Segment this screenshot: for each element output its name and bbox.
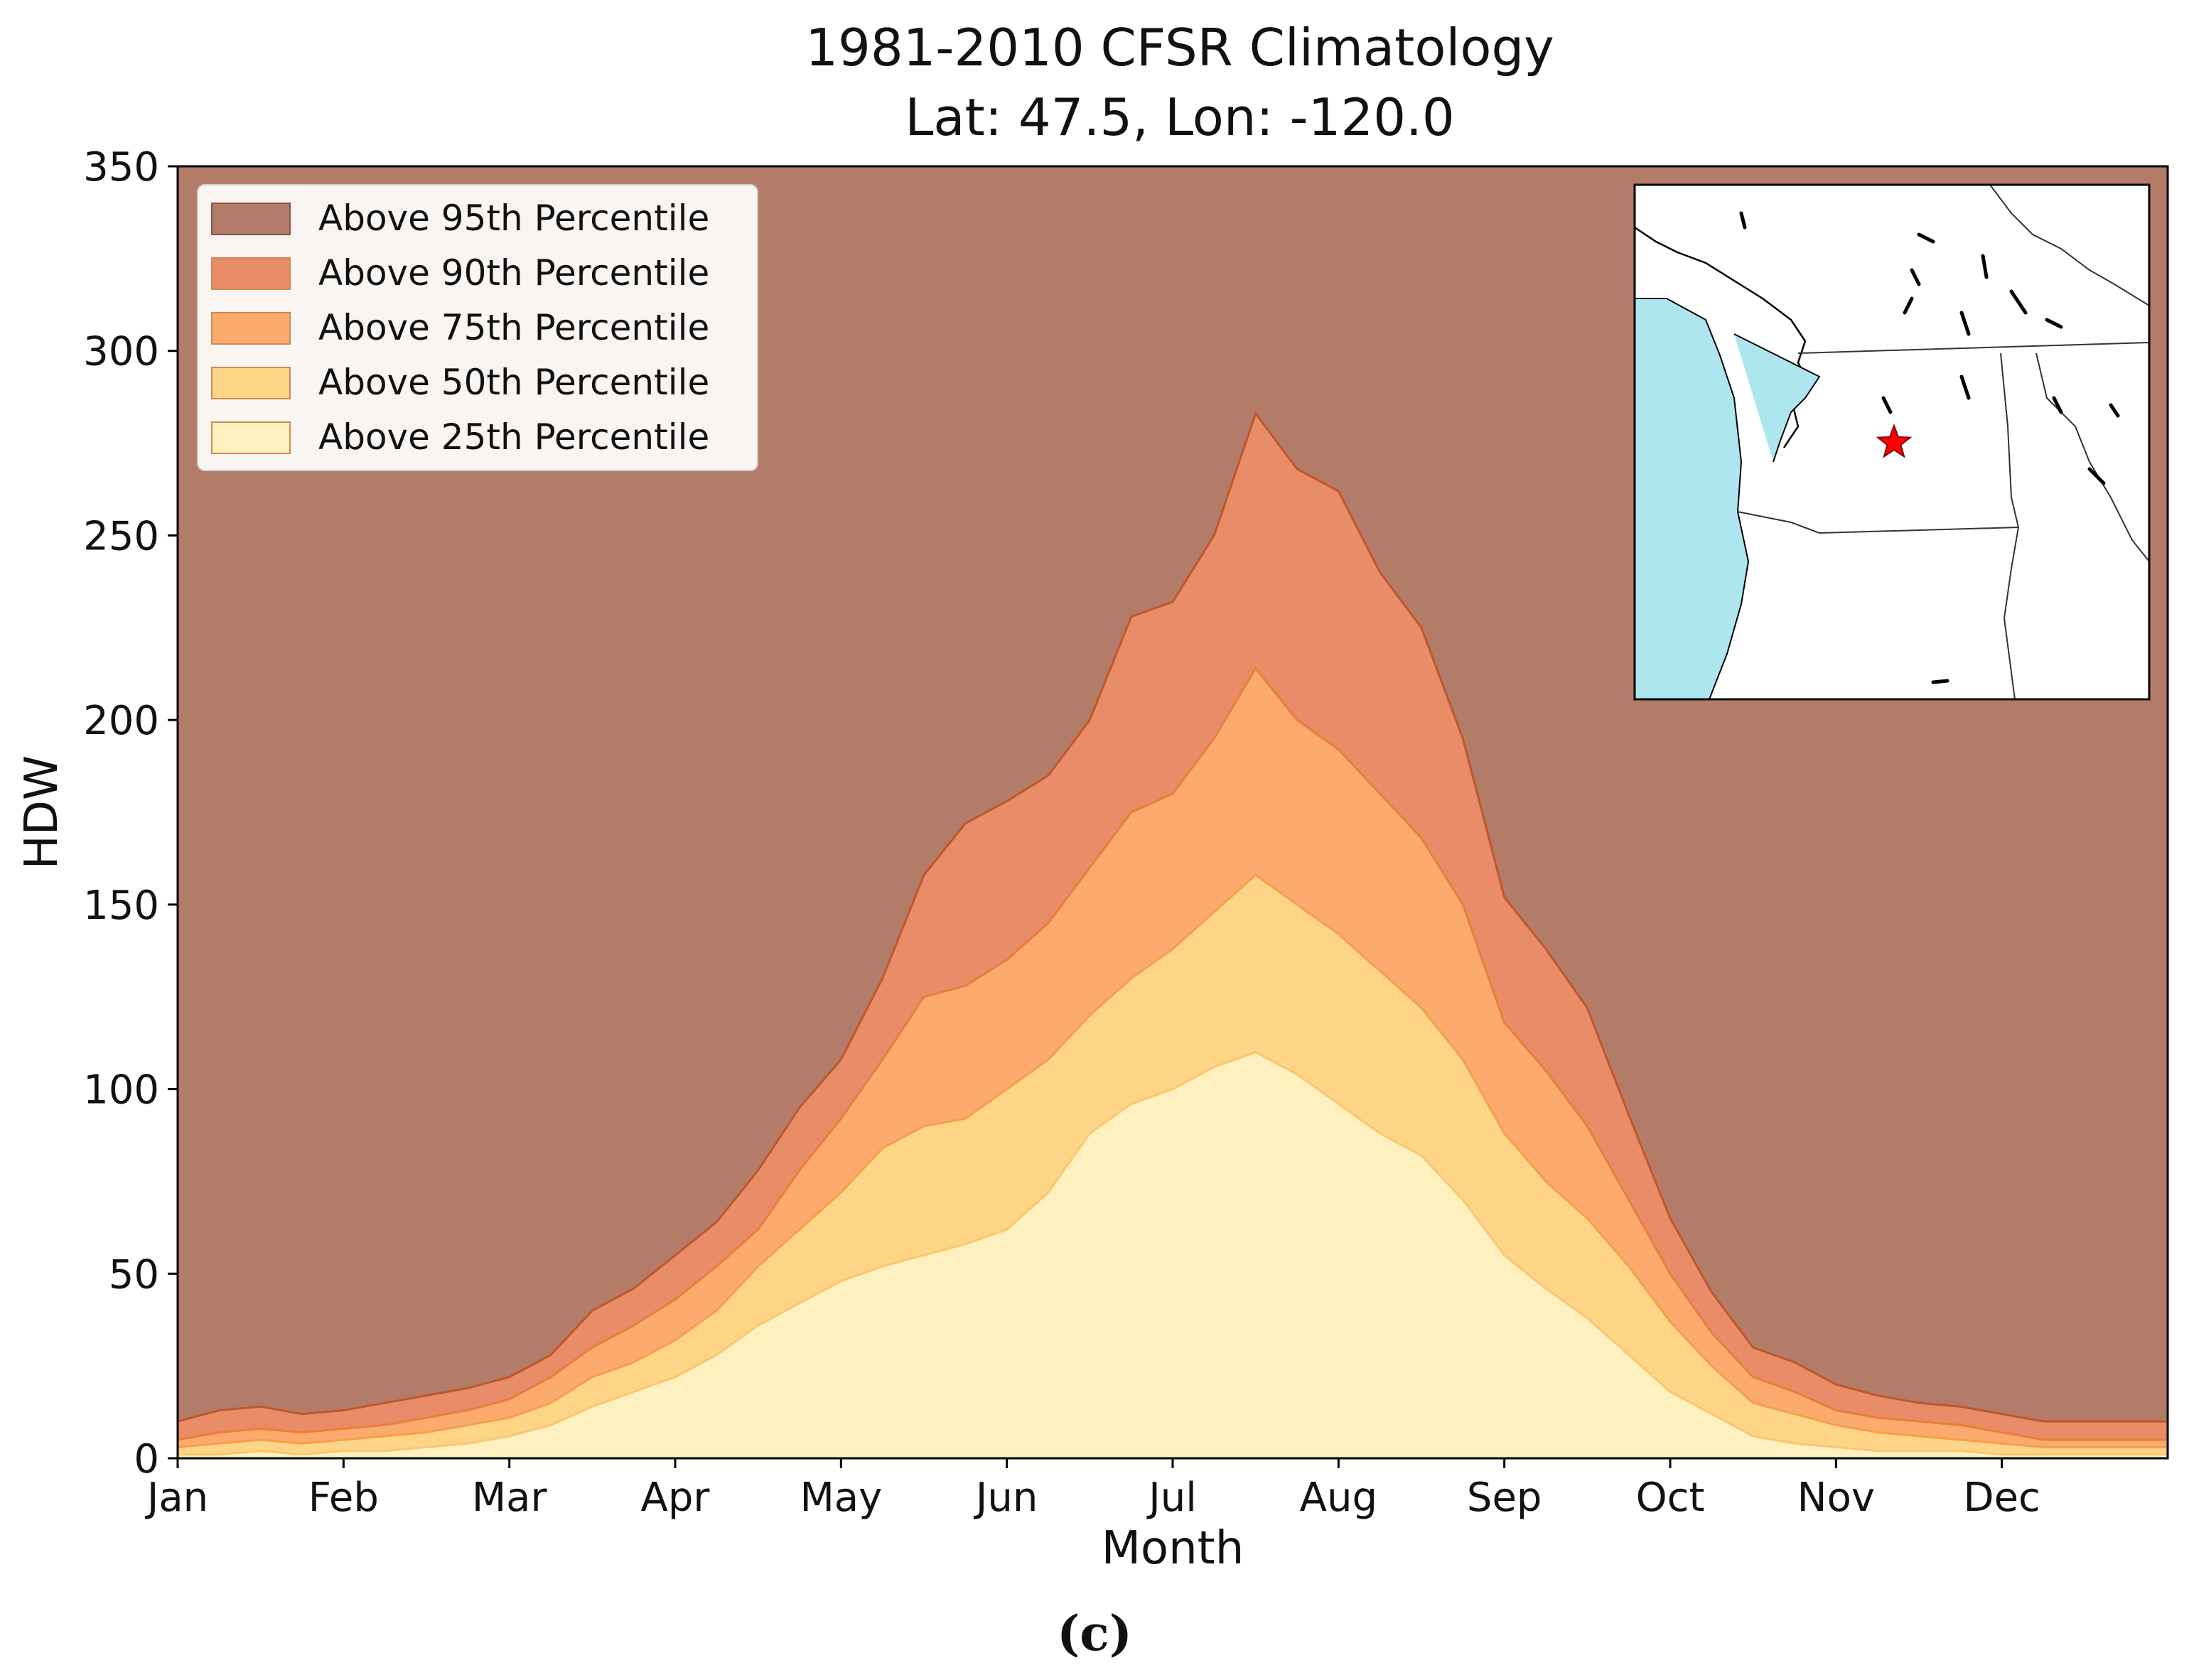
percentile-areas xyxy=(177,411,2168,1458)
legend-swatch xyxy=(211,421,291,454)
legend-label: Above 75th Percentile xyxy=(318,307,709,348)
inset-map-border-id-mt xyxy=(2035,352,2150,562)
edge-above-50th-percentile xyxy=(177,873,2168,1448)
inset-map-border-or-wa xyxy=(1737,511,2019,534)
x-tick-label-oct: Oct xyxy=(1636,1475,1705,1521)
y-axis-label: HDW xyxy=(16,755,68,870)
chart-title-line2: Lat: 47.5, Lon: -120.0 xyxy=(905,87,1454,147)
inset-map-puget-sound xyxy=(1733,333,1821,463)
x-tick-label-apr: Apr xyxy=(641,1475,711,1521)
x-tick-label-may: May xyxy=(800,1475,882,1521)
x-tick-label-jun: Jun xyxy=(974,1475,1038,1521)
inset-locator-map xyxy=(1633,183,2151,701)
inset-map-location-star xyxy=(1876,424,1913,458)
x-axis-ticks: Jan Feb Mar Apr May Jun Jul Aug Sep Oct Nov Dec xyxy=(145,1458,2040,1521)
x-tick-label-feb: Feb xyxy=(308,1475,379,1521)
inset-map-border-north xyxy=(1989,184,2150,306)
y-tick-label: 200 xyxy=(83,698,159,744)
legend-swatch xyxy=(211,312,291,345)
y-tick-label: 300 xyxy=(83,329,159,375)
x-tick-label-dec: Dec xyxy=(1963,1475,2040,1521)
legend-label: Above 90th Percentile xyxy=(318,252,709,294)
legend-box xyxy=(197,184,758,471)
inset-map-border-canada xyxy=(1797,342,2150,354)
legend-label: Above 25th Percentile xyxy=(318,416,709,458)
y-tick-label: 250 xyxy=(83,513,159,559)
y-tick-label: 350 xyxy=(83,144,159,190)
y-axis-ticks: 0 50 100 150 200 250 300 350 xyxy=(83,144,178,1482)
legend-swatch xyxy=(211,257,291,290)
inset-map-border-or-id xyxy=(2003,527,2019,700)
legend-swatch xyxy=(211,367,291,399)
edge-above-90th-percentile xyxy=(177,411,2168,1423)
chart-title-line1: 1981-2010 CFSR Climatology xyxy=(805,18,1554,77)
y-tick-label: 0 xyxy=(134,1436,159,1482)
x-tick-label-aug: Aug xyxy=(1300,1475,1377,1521)
x-tick-label-jan: Jan xyxy=(145,1475,208,1521)
legend-swatch xyxy=(211,203,291,235)
legend-label: Above 95th Percentile xyxy=(318,198,709,239)
figure-caption: (c) xyxy=(1057,1605,1132,1662)
x-tick-label-sep: Sep xyxy=(1467,1475,1542,1521)
x-tick-label-mar: Mar xyxy=(472,1475,548,1521)
area-above-25th-percentile xyxy=(178,1052,2168,1458)
inset-map-border-wa-id xyxy=(2000,352,2019,528)
legend: Above 95th Percentile Above 90th Percenti… xyxy=(197,184,758,471)
inset-map-lakes xyxy=(1739,211,2120,684)
y-tick-label: 100 xyxy=(83,1067,159,1114)
legend-label: Above 50th Percentile xyxy=(318,362,709,403)
x-tick-label-jul: Jul xyxy=(1146,1475,1197,1521)
x-tick-label-nov: Nov xyxy=(1797,1475,1875,1521)
y-tick-label: 150 xyxy=(83,883,159,929)
edge-above-25th-percentile xyxy=(178,1050,2168,1456)
inset-map-frame xyxy=(1633,183,2151,701)
y-tick-label: 50 xyxy=(109,1251,159,1298)
x-axis-label: Month xyxy=(1102,1522,1244,1575)
edge-above-75th-percentile xyxy=(177,666,2168,1441)
